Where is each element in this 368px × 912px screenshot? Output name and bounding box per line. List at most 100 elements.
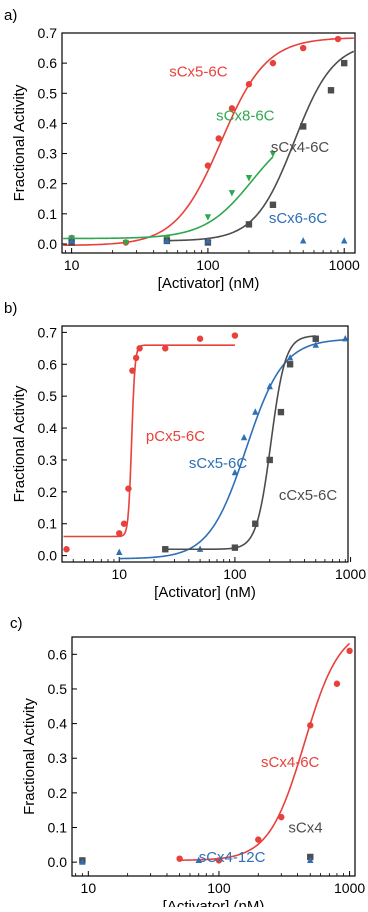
x-tick-label: 10 bbox=[64, 257, 80, 273]
data-point bbox=[162, 345, 169, 352]
data-point bbox=[255, 836, 262, 843]
y-axis-label: Fractional Activity bbox=[21, 698, 38, 815]
y-tick-label: 0.4 bbox=[38, 420, 58, 436]
y-tick-label: 0.4 bbox=[38, 115, 58, 131]
data-point bbox=[116, 530, 123, 537]
data-point bbox=[204, 162, 212, 169]
data-point bbox=[79, 858, 86, 865]
data-point bbox=[334, 35, 342, 43]
y-tick-label: 0.0 bbox=[38, 236, 58, 252]
data-point bbox=[129, 367, 136, 374]
panel-label: a) bbox=[4, 7, 17, 24]
data-point bbox=[245, 221, 253, 228]
y-tick-label: 0.5 bbox=[38, 388, 58, 404]
y-tick-label: 0.5 bbox=[38, 85, 58, 101]
series-pCx5-6C bbox=[63, 332, 239, 553]
data-point bbox=[204, 237, 212, 244]
series-sCx5-6C bbox=[116, 334, 349, 560]
data-point bbox=[341, 59, 348, 67]
y-tick-label: 0.6 bbox=[48, 646, 68, 662]
data-point bbox=[341, 237, 348, 244]
data-point bbox=[132, 354, 140, 362]
y-tick-label: 0.6 bbox=[38, 55, 58, 71]
data-point bbox=[176, 855, 183, 862]
x-tick-label: 1000 bbox=[335, 566, 366, 582]
fit-curve bbox=[63, 156, 274, 240]
x-axis-label: [Activator] (nM) bbox=[163, 898, 265, 907]
y-tick-label: 0.5 bbox=[48, 681, 68, 697]
data-point bbox=[252, 408, 259, 415]
data-point bbox=[286, 354, 294, 361]
fit-curve bbox=[63, 37, 354, 247]
data-point bbox=[163, 237, 171, 244]
x-tick-label: 1000 bbox=[334, 880, 365, 896]
data-point bbox=[136, 345, 143, 352]
data-point bbox=[228, 105, 236, 112]
y-tick-label: 0.0 bbox=[48, 854, 68, 870]
fit-curve bbox=[119, 338, 348, 560]
series-label: sCx8-6C bbox=[216, 107, 275, 124]
data-point bbox=[63, 546, 70, 553]
plot-frame bbox=[71, 636, 356, 877]
data-point bbox=[299, 237, 307, 244]
series-label: sCx4-6C bbox=[271, 139, 330, 156]
data-point bbox=[299, 44, 307, 52]
data-point bbox=[277, 408, 285, 416]
plot-frame bbox=[61, 325, 349, 563]
x-axis-label: [Activator] (nM) bbox=[158, 275, 260, 292]
data-point bbox=[269, 150, 277, 158]
series-sCx4-6C bbox=[176, 642, 353, 864]
data-point bbox=[266, 382, 273, 390]
x-tick-label: 10 bbox=[81, 880, 97, 896]
fit-curve bbox=[165, 335, 316, 551]
x-tick-label: 100 bbox=[207, 880, 231, 896]
x-tick-label: 10 bbox=[111, 566, 127, 582]
data-point bbox=[196, 335, 204, 342]
series-label: sCx5-6C bbox=[189, 455, 248, 472]
data-point bbox=[269, 59, 277, 67]
series-cCx5-6C bbox=[162, 335, 319, 553]
data-point bbox=[162, 546, 169, 553]
chart-panel-3: c) 0.0 0.1 0.2 0.3 0.4 0.5 0.6 10 100 1000 [Activat… bbox=[10, 615, 365, 912]
x-axis-label: [Activator] (nM) bbox=[154, 584, 256, 601]
y-tick-label: 0.3 bbox=[38, 146, 58, 162]
y-tick-label: 0.1 bbox=[48, 820, 68, 836]
series-label: pCx5-6C bbox=[146, 428, 205, 445]
data-point bbox=[231, 332, 239, 339]
data-point bbox=[252, 520, 259, 527]
series-label: sCx4-6C bbox=[261, 754, 320, 771]
x-tick-label: 100 bbox=[196, 257, 220, 273]
series-label: cCx5-6C bbox=[279, 487, 338, 504]
data-point bbox=[278, 813, 285, 821]
y-tick-label: 0.1 bbox=[38, 206, 58, 222]
data-point bbox=[286, 361, 294, 368]
series-label: sCx5-6C bbox=[169, 64, 228, 81]
data-point bbox=[327, 87, 335, 94]
data-point bbox=[245, 175, 253, 182]
panel-label: c) bbox=[10, 615, 23, 632]
data-point bbox=[307, 722, 314, 729]
y-axis-label: Fractional Activity bbox=[11, 385, 28, 502]
y-tick-label: 0.2 bbox=[48, 785, 68, 801]
y-tick-label: 0.3 bbox=[38, 452, 58, 468]
y-tick-label: 0.0 bbox=[38, 548, 58, 564]
data-point bbox=[215, 857, 223, 864]
data-point bbox=[299, 123, 307, 130]
series-sCx8-6C bbox=[63, 150, 277, 247]
x-tick-label: 1000 bbox=[329, 257, 360, 273]
series-label: sCx4 bbox=[288, 820, 322, 837]
y-tick-label: 0.6 bbox=[38, 356, 58, 372]
data-point bbox=[342, 334, 349, 342]
data-point bbox=[266, 456, 273, 464]
y-tick-label: 0.3 bbox=[48, 750, 68, 766]
x-tick-label: 100 bbox=[223, 566, 247, 582]
data-point bbox=[68, 237, 75, 244]
y-tick-label: 0.4 bbox=[48, 716, 68, 732]
chart-panel-1: a) 0.0 0.1 0.2 0.3 0.4 0.5 0.6 0.7 10 100 1000 [Acti… bbox=[4, 7, 360, 292]
data-point bbox=[120, 520, 128, 527]
data-point bbox=[231, 544, 239, 551]
fit-curve bbox=[166, 50, 355, 242]
data-point bbox=[125, 485, 132, 492]
